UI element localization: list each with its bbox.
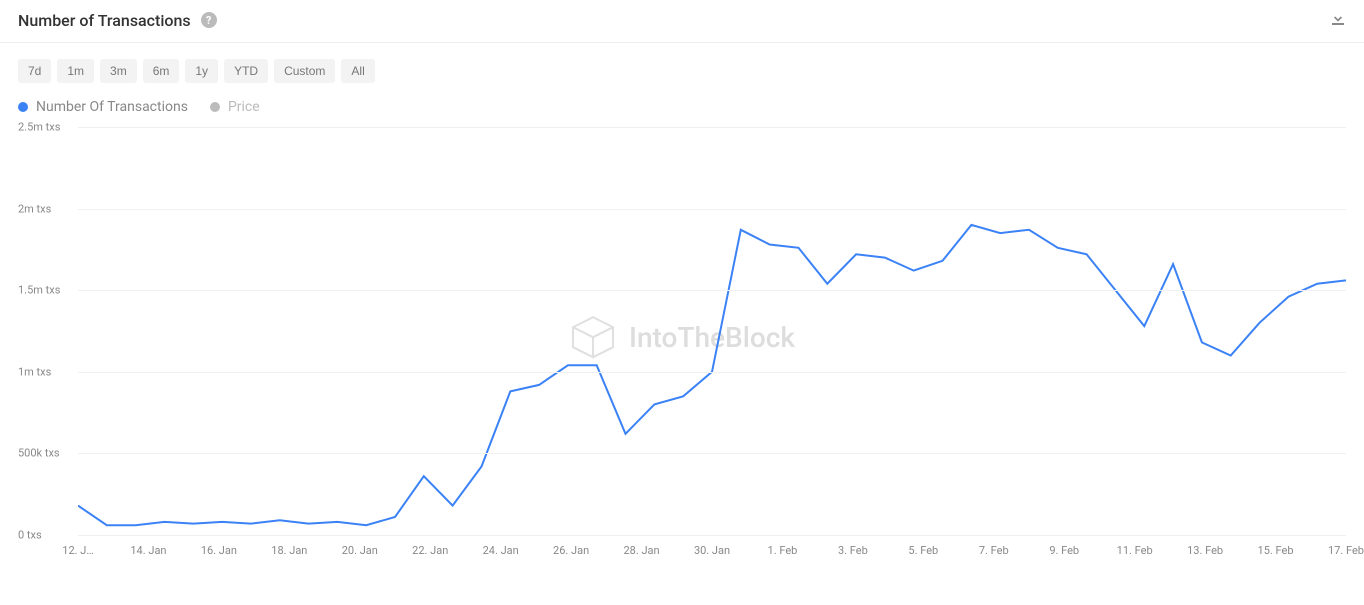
x-axis-label: 30. Jan <box>694 544 730 557</box>
legend-item-price[interactable]: Price <box>210 99 260 115</box>
x-axis-label: 16. Jan <box>201 544 237 557</box>
gridline <box>78 127 1346 128</box>
x-axis-label: 12. J… <box>62 544 93 557</box>
legend: Number Of Transactions Price <box>0 91 1364 119</box>
y-axis-label: 1m txs <box>18 365 51 378</box>
x-axis-label: 7. Feb <box>979 544 1009 557</box>
x-axis-label: 14. Jan <box>130 544 166 557</box>
x-axis-label: 17. Feb <box>1328 544 1364 557</box>
gridline <box>78 453 1346 454</box>
range-button-7d[interactable]: 7d <box>18 59 51 83</box>
range-button-1m[interactable]: 1m <box>57 59 94 83</box>
legend-label-price: Price <box>228 99 260 115</box>
range-button-1y[interactable]: 1y <box>185 59 218 83</box>
x-axis-label: 1. Feb <box>768 544 798 557</box>
y-axis-label: 2.5m txs <box>18 121 60 134</box>
x-axis-label: 28. Jan <box>623 544 659 557</box>
x-axis-label: 13. Feb <box>1187 544 1223 557</box>
series-line-transactions <box>78 225 1346 525</box>
legend-label-transactions: Number Of Transactions <box>36 99 188 115</box>
x-axis-label: 20. Jan <box>342 544 378 557</box>
x-axis-label: 22. Jan <box>412 544 448 557</box>
x-axis-label: 18. Jan <box>271 544 307 557</box>
y-axis-label: 500k txs <box>18 447 60 460</box>
range-button-3m[interactable]: 3m <box>100 59 137 83</box>
header-left: Number of Transactions ? <box>18 11 217 30</box>
gridline <box>78 290 1346 291</box>
range-button-custom[interactable]: Custom <box>274 59 335 83</box>
gridline <box>78 535 1346 536</box>
legend-dot-transactions-icon <box>18 102 28 112</box>
x-axis-label: 24. Jan <box>483 544 519 557</box>
help-icon[interactable]: ? <box>201 12 217 28</box>
download-icon[interactable] <box>1330 10 1346 30</box>
range-button-all[interactable]: All <box>341 59 374 83</box>
y-axis-label: 1.5m txs <box>18 284 60 297</box>
y-axis-label: 2m txs <box>18 202 51 215</box>
chart: IntoTheBlock 0 txs500k txs1m txs1.5m txs… <box>18 127 1346 557</box>
range-button-6m[interactable]: 6m <box>143 59 180 83</box>
x-axis-label: 11. Feb <box>1117 544 1153 557</box>
time-range-controls: 7d1m3m6m1yYTDCustomAll <box>0 43 1364 91</box>
x-axis-label: 3. Feb <box>838 544 868 557</box>
gridline <box>78 372 1346 373</box>
range-button-ytd[interactable]: YTD <box>224 59 268 83</box>
page-title: Number of Transactions <box>18 11 191 30</box>
legend-dot-price-icon <box>210 102 220 112</box>
x-axis-label: 9. Feb <box>1049 544 1079 557</box>
header: Number of Transactions ? <box>0 0 1364 43</box>
x-axis-label: 26. Jan <box>553 544 589 557</box>
gridline <box>78 209 1346 210</box>
x-axis-label: 15. Feb <box>1258 544 1294 557</box>
plot-area[interactable] <box>78 127 1346 535</box>
y-axis-label: 0 txs <box>18 529 42 542</box>
legend-item-transactions[interactable]: Number Of Transactions <box>18 99 188 115</box>
x-axis-label: 5. Feb <box>908 544 938 557</box>
